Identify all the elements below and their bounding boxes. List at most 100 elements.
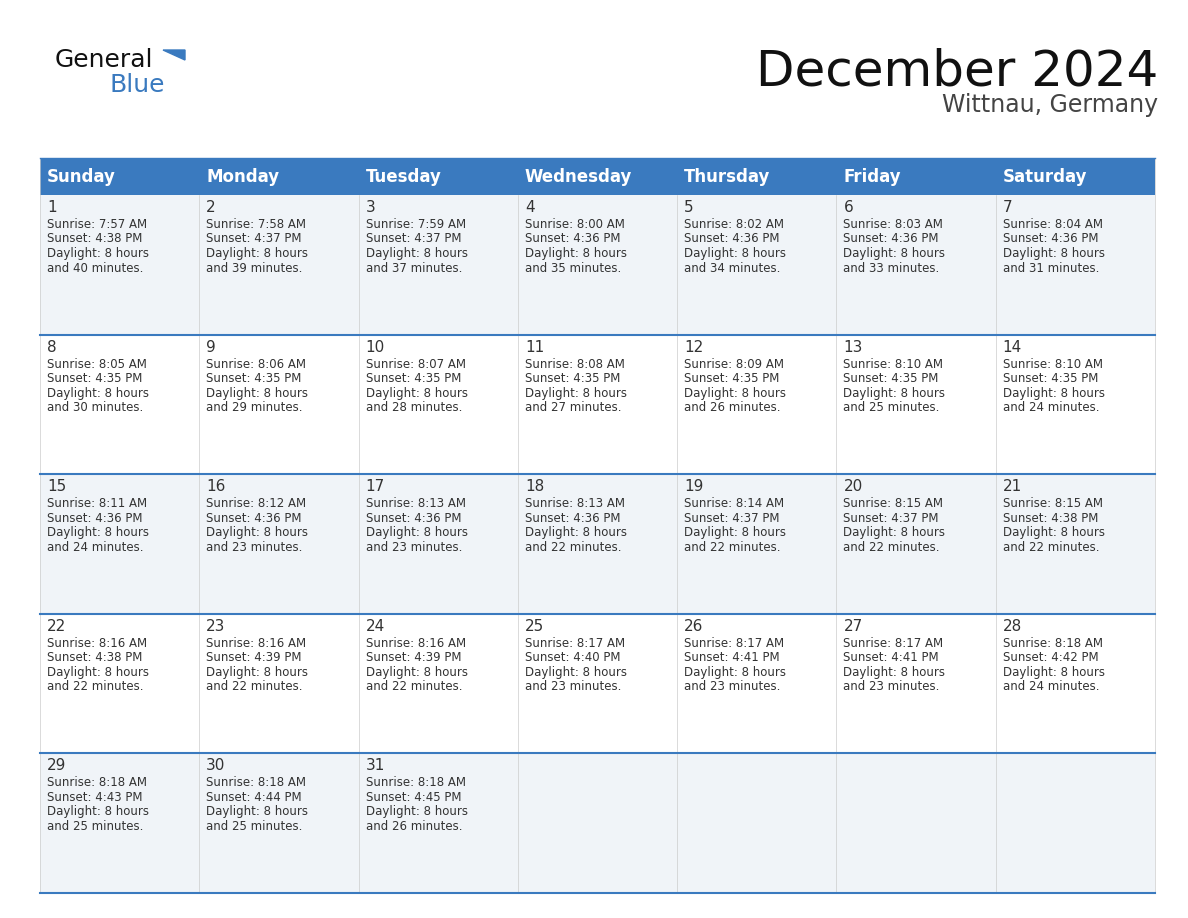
Bar	[836, 158, 996, 195]
Text: and 26 minutes.: and 26 minutes.	[366, 820, 462, 833]
Text: Sunset: 4:37 PM: Sunset: 4:37 PM	[684, 511, 779, 525]
Text: Sunset: 4:35 PM: Sunset: 4:35 PM	[843, 372, 939, 385]
Text: 31: 31	[366, 758, 385, 773]
Text: Sunset: 4:37 PM: Sunset: 4:37 PM	[843, 511, 939, 525]
Text: 28: 28	[1003, 619, 1022, 633]
Text: Sunday: Sunday	[48, 167, 116, 185]
Text: and 26 minutes.: and 26 minutes.	[684, 401, 781, 414]
Text: Sunset: 4:36 PM: Sunset: 4:36 PM	[684, 232, 779, 245]
Text: and 23 minutes.: and 23 minutes.	[525, 680, 621, 693]
Text: Daylight: 8 hours: Daylight: 8 hours	[48, 666, 148, 678]
Text: Daylight: 8 hours: Daylight: 8 hours	[525, 526, 627, 539]
Text: Sunset: 4:38 PM: Sunset: 4:38 PM	[48, 232, 143, 245]
Text: and 27 minutes.: and 27 minutes.	[525, 401, 621, 414]
Text: 2: 2	[207, 200, 216, 215]
Text: Daylight: 8 hours: Daylight: 8 hours	[48, 386, 148, 399]
Text: Daylight: 8 hours: Daylight: 8 hours	[207, 386, 308, 399]
Text: General: General	[55, 48, 153, 72]
Text: Wednesday: Wednesday	[525, 167, 632, 185]
Text: Sunrise: 8:02 AM: Sunrise: 8:02 AM	[684, 218, 784, 231]
Text: and 25 minutes.: and 25 minutes.	[207, 820, 303, 833]
Text: Sunset: 4:36 PM: Sunset: 4:36 PM	[525, 511, 620, 525]
Text: Daylight: 8 hours: Daylight: 8 hours	[684, 386, 786, 399]
Bar	[40, 158, 200, 195]
Text: Daylight: 8 hours: Daylight: 8 hours	[843, 526, 946, 539]
Text: Sunrise: 8:10 AM: Sunrise: 8:10 AM	[843, 358, 943, 371]
Text: 27: 27	[843, 619, 862, 633]
Bar	[40, 334, 1155, 475]
Text: Sunset: 4:35 PM: Sunset: 4:35 PM	[684, 372, 779, 385]
Text: Sunset: 4:40 PM: Sunset: 4:40 PM	[525, 651, 620, 665]
Text: Sunrise: 8:17 AM: Sunrise: 8:17 AM	[525, 637, 625, 650]
Text: and 22 minutes.: and 22 minutes.	[684, 541, 781, 554]
Text: and 40 minutes.: and 40 minutes.	[48, 262, 144, 274]
Text: and 22 minutes.: and 22 minutes.	[207, 680, 303, 693]
Text: Daylight: 8 hours: Daylight: 8 hours	[843, 666, 946, 678]
Text: 19: 19	[684, 479, 703, 494]
Text: Sunrise: 8:13 AM: Sunrise: 8:13 AM	[366, 498, 466, 510]
Text: Daylight: 8 hours: Daylight: 8 hours	[684, 526, 786, 539]
Text: Sunset: 4:36 PM: Sunset: 4:36 PM	[525, 232, 620, 245]
Text: Sunset: 4:36 PM: Sunset: 4:36 PM	[366, 511, 461, 525]
Text: Saturday: Saturday	[1003, 167, 1087, 185]
Text: Sunrise: 8:10 AM: Sunrise: 8:10 AM	[1003, 358, 1102, 371]
Bar	[677, 158, 836, 195]
Text: Sunrise: 8:13 AM: Sunrise: 8:13 AM	[525, 498, 625, 510]
Text: 15: 15	[48, 479, 67, 494]
Text: and 33 minutes.: and 33 minutes.	[843, 262, 940, 274]
Bar	[518, 158, 677, 195]
Text: and 22 minutes.: and 22 minutes.	[1003, 541, 1099, 554]
Text: 10: 10	[366, 340, 385, 354]
Text: and 23 minutes.: and 23 minutes.	[684, 680, 781, 693]
Bar	[996, 158, 1155, 195]
Text: Sunset: 4:35 PM: Sunset: 4:35 PM	[1003, 372, 1098, 385]
Text: Sunset: 4:39 PM: Sunset: 4:39 PM	[207, 651, 302, 665]
Text: 18: 18	[525, 479, 544, 494]
Text: Sunrise: 8:00 AM: Sunrise: 8:00 AM	[525, 218, 625, 231]
Text: 6: 6	[843, 200, 853, 215]
Text: Sunset: 4:37 PM: Sunset: 4:37 PM	[366, 232, 461, 245]
Text: 5: 5	[684, 200, 694, 215]
Text: Tuesday: Tuesday	[366, 167, 442, 185]
Text: and 25 minutes.: and 25 minutes.	[843, 401, 940, 414]
Text: Sunrise: 8:06 AM: Sunrise: 8:06 AM	[207, 358, 307, 371]
Text: 12: 12	[684, 340, 703, 354]
Bar	[359, 158, 518, 195]
Text: Daylight: 8 hours: Daylight: 8 hours	[1003, 386, 1105, 399]
Text: Sunrise: 8:15 AM: Sunrise: 8:15 AM	[843, 498, 943, 510]
Text: Sunrise: 8:12 AM: Sunrise: 8:12 AM	[207, 498, 307, 510]
Text: Sunrise: 7:58 AM: Sunrise: 7:58 AM	[207, 218, 307, 231]
Text: Sunrise: 8:05 AM: Sunrise: 8:05 AM	[48, 358, 147, 371]
Text: Sunset: 4:35 PM: Sunset: 4:35 PM	[525, 372, 620, 385]
Text: Sunrise: 8:04 AM: Sunrise: 8:04 AM	[1003, 218, 1102, 231]
Bar	[200, 158, 359, 195]
Text: Sunset: 4:45 PM: Sunset: 4:45 PM	[366, 791, 461, 804]
Text: Daylight: 8 hours: Daylight: 8 hours	[525, 247, 627, 260]
Text: Sunrise: 7:59 AM: Sunrise: 7:59 AM	[366, 218, 466, 231]
Text: Sunset: 4:41 PM: Sunset: 4:41 PM	[684, 651, 779, 665]
Text: and 24 minutes.: and 24 minutes.	[1003, 680, 1099, 693]
Text: Sunset: 4:36 PM: Sunset: 4:36 PM	[48, 511, 143, 525]
Text: and 29 minutes.: and 29 minutes.	[207, 401, 303, 414]
Text: and 35 minutes.: and 35 minutes.	[525, 262, 621, 274]
Text: Daylight: 8 hours: Daylight: 8 hours	[207, 805, 308, 819]
Bar	[40, 475, 1155, 614]
Text: Sunrise: 8:15 AM: Sunrise: 8:15 AM	[1003, 498, 1102, 510]
Text: Sunset: 4:42 PM: Sunset: 4:42 PM	[1003, 651, 1099, 665]
Text: 9: 9	[207, 340, 216, 354]
Text: 29: 29	[48, 758, 67, 773]
Text: Sunrise: 7:57 AM: Sunrise: 7:57 AM	[48, 218, 147, 231]
Text: Sunset: 4:43 PM: Sunset: 4:43 PM	[48, 791, 143, 804]
Text: Thursday: Thursday	[684, 167, 771, 185]
Polygon shape	[163, 50, 185, 60]
Text: and 24 minutes.: and 24 minutes.	[1003, 401, 1099, 414]
Text: Sunset: 4:35 PM: Sunset: 4:35 PM	[48, 372, 143, 385]
Text: and 23 minutes.: and 23 minutes.	[843, 680, 940, 693]
Text: 26: 26	[684, 619, 703, 633]
Text: Daylight: 8 hours: Daylight: 8 hours	[207, 247, 308, 260]
Text: Sunrise: 8:03 AM: Sunrise: 8:03 AM	[843, 218, 943, 231]
Text: 20: 20	[843, 479, 862, 494]
Text: Sunrise: 8:14 AM: Sunrise: 8:14 AM	[684, 498, 784, 510]
Text: Sunrise: 8:16 AM: Sunrise: 8:16 AM	[207, 637, 307, 650]
Text: and 24 minutes.: and 24 minutes.	[48, 541, 144, 554]
